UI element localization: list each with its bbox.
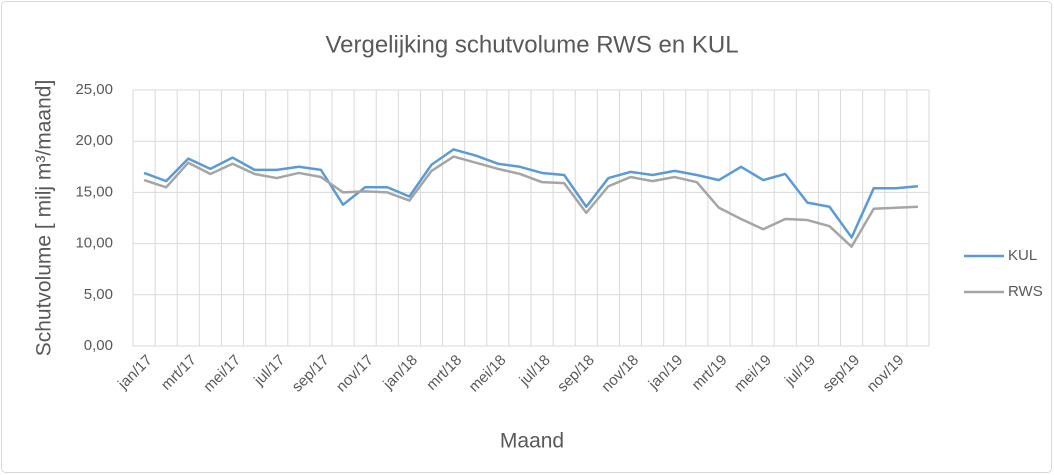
data-line xyxy=(143,155,919,248)
x-axis-title: Maand xyxy=(500,430,564,453)
y-tick-label: 20,00 xyxy=(75,132,113,149)
y-tick-label: 15,00 xyxy=(75,183,113,200)
y-tick-label: 0,00 xyxy=(84,337,113,354)
y-tick-label: 10,00 xyxy=(75,235,113,252)
y-tick-label: 5,00 xyxy=(84,286,113,303)
y-tick-label: 25,00 xyxy=(75,81,113,98)
data-line xyxy=(143,148,919,239)
chart-title: Vergelijking schutvolume RWS en KUL xyxy=(325,31,738,58)
legend-label: RWS xyxy=(1008,283,1043,300)
legend-label: KUL xyxy=(1008,247,1037,264)
y-axis-title: Schutvolume [ milj m³/maand] xyxy=(33,80,56,357)
